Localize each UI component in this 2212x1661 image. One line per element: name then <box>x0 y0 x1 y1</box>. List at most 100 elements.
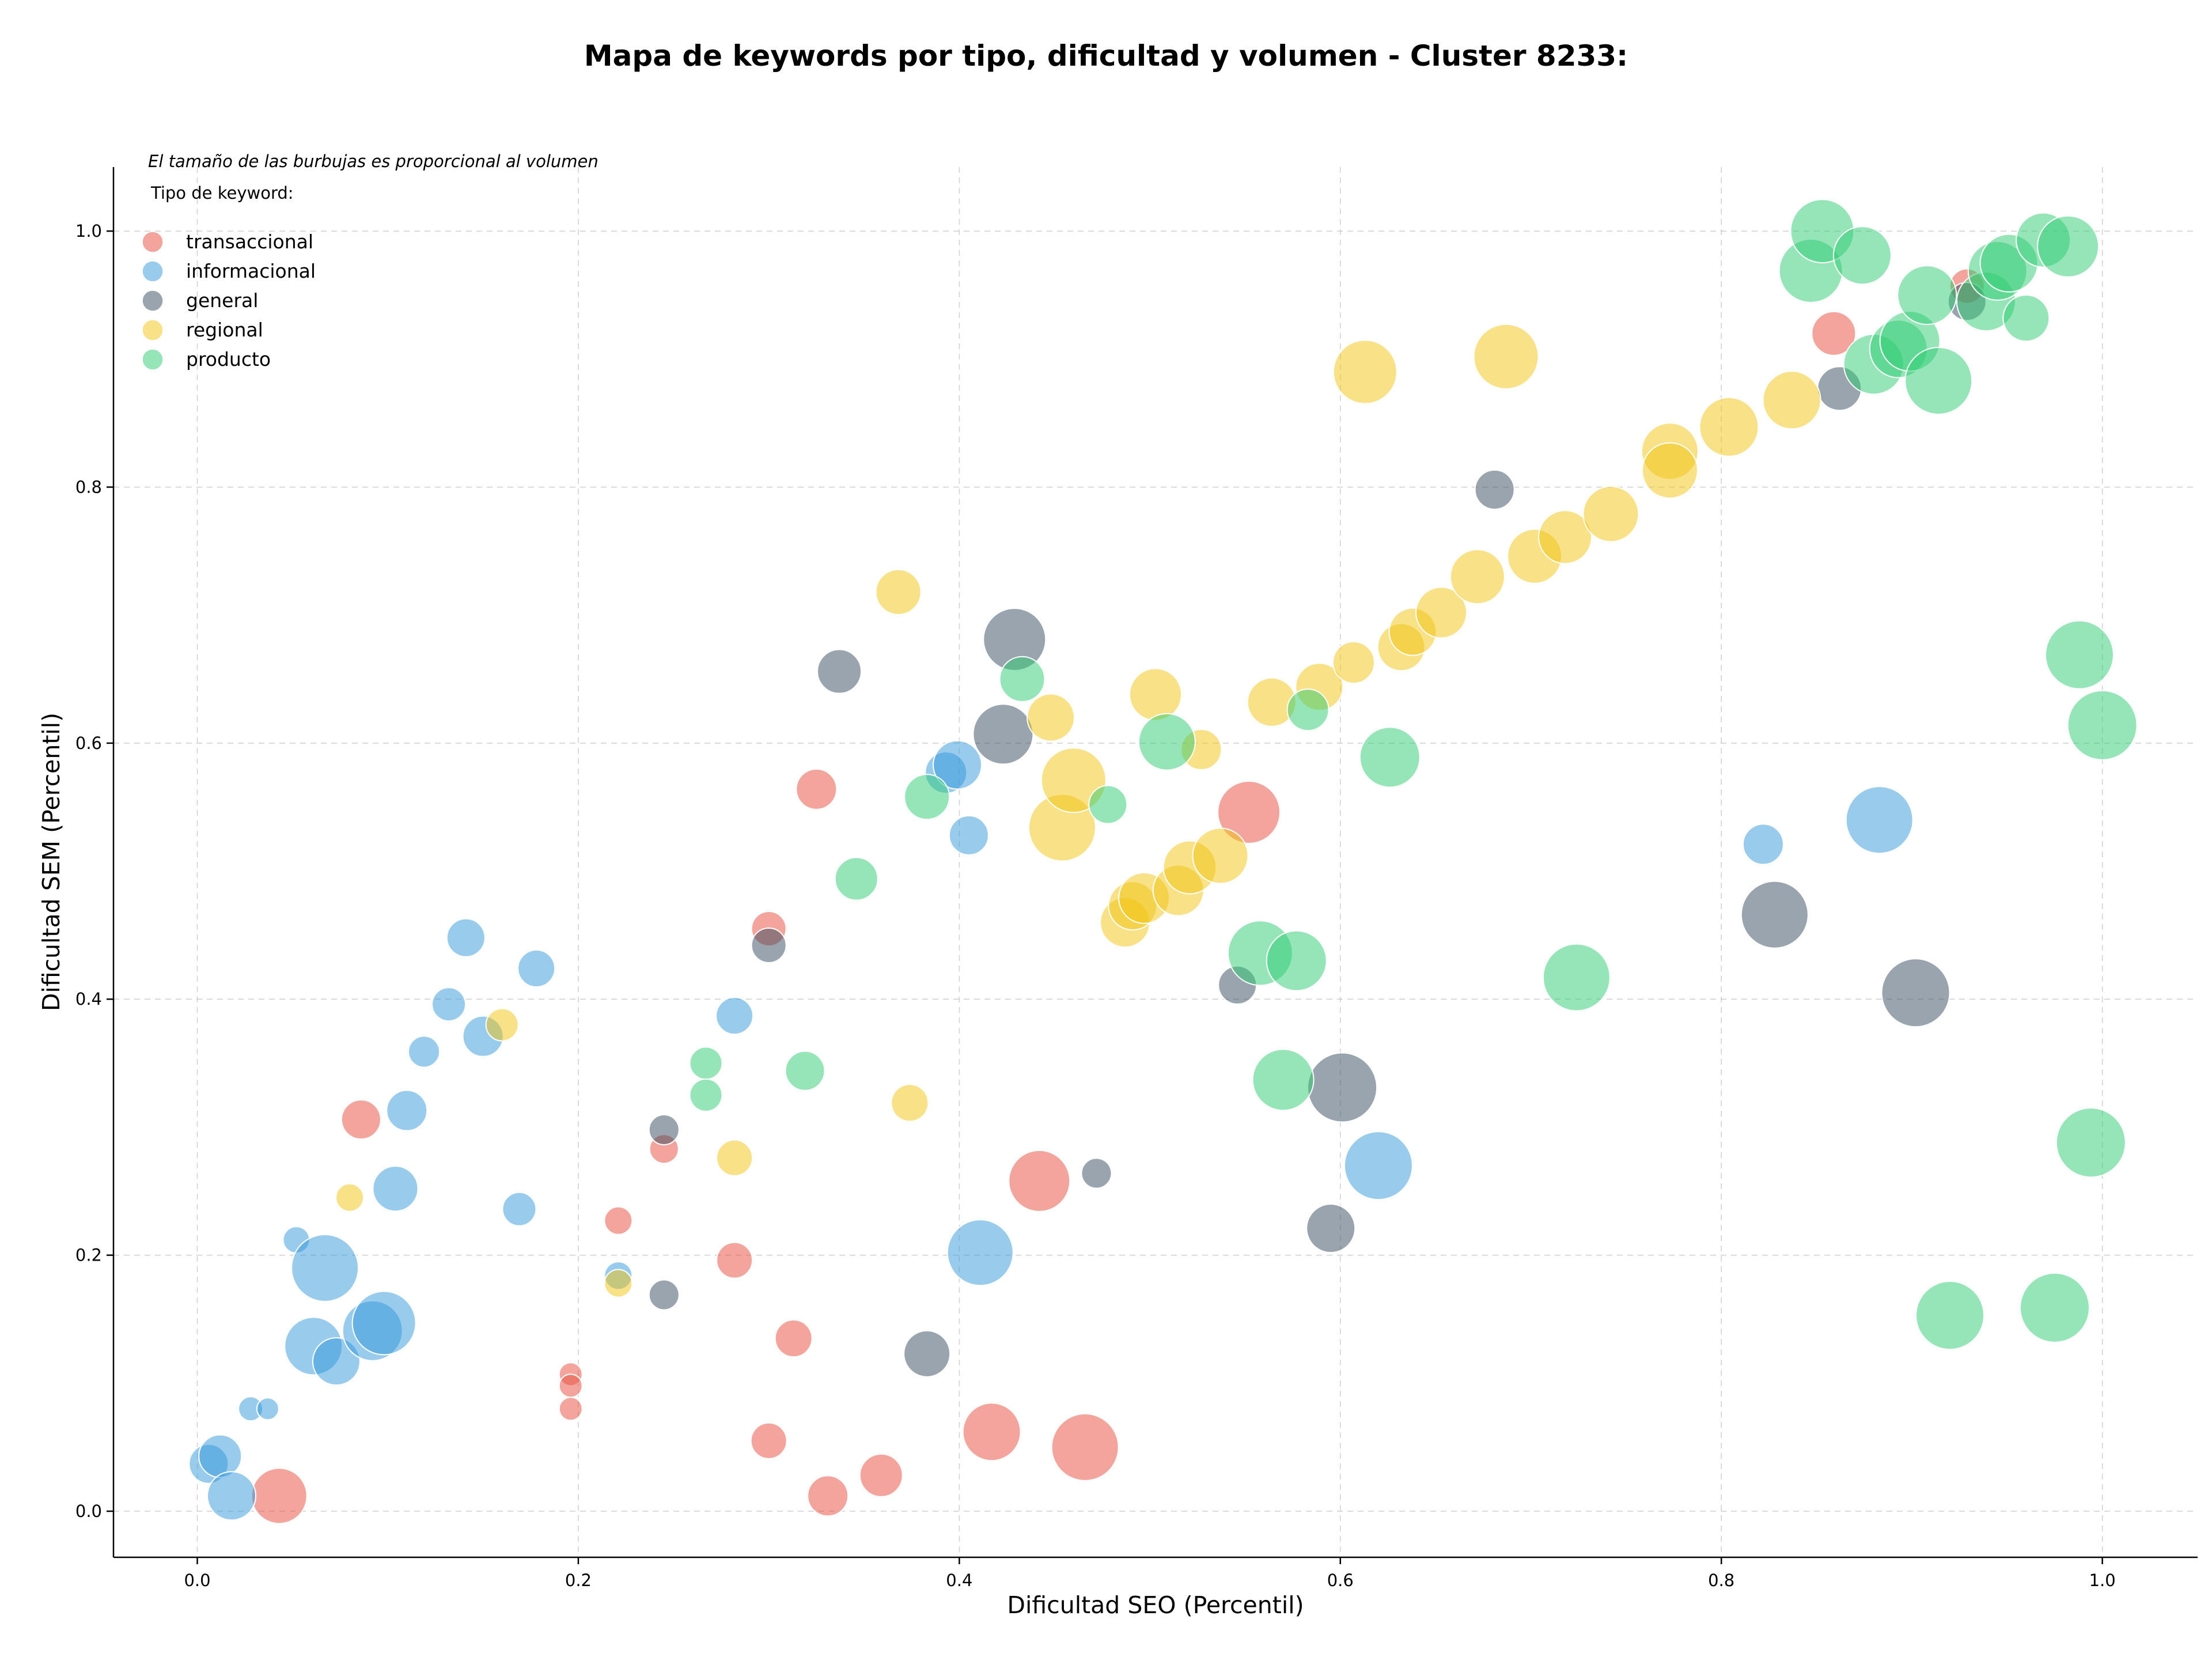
bubble-transaccional <box>1217 780 1281 844</box>
bubble-general <box>1740 880 1809 949</box>
bubble-general <box>1881 958 1950 1028</box>
bubble-size-note: El tamaño de las burbujas es proporciona… <box>148 152 599 171</box>
bubble-transaccional <box>859 1453 903 1497</box>
x-tick-label: 0.4 <box>946 1571 972 1590</box>
bubble-producto <box>1286 688 1330 732</box>
bubble-general <box>817 649 862 694</box>
bubble-producto <box>689 1046 723 1080</box>
bubble-general <box>648 1114 680 1145</box>
bubble-general <box>1474 469 1515 510</box>
bubble-transaccional <box>796 768 838 810</box>
bubble-producto <box>1359 727 1421 788</box>
bubble-informacional <box>1742 823 1784 865</box>
legend-items: transaccional informacional general regiona… <box>142 230 316 370</box>
legend-label: producto <box>186 348 271 370</box>
bubble-informacional <box>312 1337 361 1386</box>
bubble-producto <box>2044 620 2114 690</box>
bubble-general <box>1307 1052 1378 1123</box>
bubble-producto <box>904 774 950 820</box>
bubble-regional <box>1415 587 1468 639</box>
bubble-transaccional <box>807 1475 849 1517</box>
y-tick-label: 0.8 <box>75 477 102 497</box>
bubble-transaccional <box>716 1242 753 1279</box>
bubble-informacional <box>715 997 754 1035</box>
x-tick-label: 0.0 <box>184 1571 210 1590</box>
x-tick-label: 0.2 <box>565 1571 592 1590</box>
bubble-transaccional <box>340 1099 381 1140</box>
bubble-regional <box>1641 442 1698 499</box>
bubble-transaccional <box>251 1467 308 1524</box>
bubble-producto <box>1915 1281 1985 1350</box>
y-tick-label: 0.2 <box>75 1246 102 1265</box>
bubble-transaccional <box>962 1402 1021 1462</box>
bubble-transaccional <box>604 1206 633 1235</box>
bubble-producto <box>999 656 1046 702</box>
legend-item-informacional: informacional <box>142 260 316 282</box>
legend-marker <box>142 260 164 282</box>
bubble-producto <box>2002 294 2050 342</box>
bubble-regional <box>1762 370 1821 430</box>
bubble-informacional <box>351 1291 416 1356</box>
bubble-general <box>751 927 787 963</box>
bubble-informacional <box>386 1089 428 1132</box>
legend-title: Tipo de keyword: <box>150 183 294 203</box>
bubble-informacional <box>946 1219 1014 1287</box>
y-tick-label: 0.4 <box>75 989 102 1009</box>
x-ticks: 0.0 0.2 0.4 0.6 0.8 1.0 <box>184 1557 2116 1590</box>
bubble-producto <box>1252 1049 1315 1111</box>
legend-label: general <box>186 289 258 312</box>
series-general <box>648 282 1987 1378</box>
bubble-regional <box>875 569 922 615</box>
bubble-regional <box>1027 693 1075 742</box>
bubble-producto <box>1138 713 1196 771</box>
bubble-producto <box>834 857 878 901</box>
bubble-regional <box>1699 397 1759 457</box>
bubble-informacional <box>431 987 467 1022</box>
legend-marker <box>142 290 164 312</box>
bubble-producto <box>1542 943 1611 1012</box>
y-ticks: 0.0 0.2 0.4 0.6 0.8 1.0 <box>75 221 113 1521</box>
legend-label: transaccional <box>186 230 313 253</box>
bubble-producto <box>1897 265 1957 326</box>
y-axis-label: Dificultad SEM (Percentil) <box>37 713 65 1011</box>
bubble-informacional <box>1343 1131 1413 1201</box>
bubble-informacional <box>408 1035 441 1068</box>
legend-item-transaccional: transaccional <box>142 230 313 253</box>
bubble-informacional <box>948 815 989 856</box>
bubble-regional <box>1192 827 1249 884</box>
bubble-informacional <box>207 1471 257 1521</box>
bubbles-layer <box>188 199 2138 1524</box>
series-informacional <box>188 740 1914 1521</box>
series-regional <box>335 323 1821 1298</box>
bubble-producto <box>2019 1272 2090 1343</box>
bubble-regional <box>1129 668 1182 721</box>
bubble-informacional <box>291 1234 359 1302</box>
x-tick-label: 0.6 <box>1327 1571 1354 1590</box>
bubble-informacional <box>517 949 556 987</box>
series-producto <box>689 199 2138 1350</box>
bubble-transaccional <box>1008 1149 1071 1212</box>
bubble-regional <box>891 1084 929 1122</box>
bubble-regional <box>485 1008 519 1042</box>
bubble-regional <box>1473 323 1539 389</box>
legend-label: regional <box>186 319 263 341</box>
bubble-informacional <box>446 918 486 958</box>
bubble-producto <box>785 1050 825 1091</box>
bubble-transaccional <box>750 1422 787 1459</box>
bubble-regional <box>1332 339 1397 404</box>
x-tick-label: 0.8 <box>1708 1571 1734 1590</box>
bubble-producto <box>2055 1107 2126 1178</box>
legend-marker <box>142 231 164 253</box>
bubble-producto <box>1088 785 1128 824</box>
bubble-producto <box>2037 215 2100 278</box>
bubble-producto <box>689 1078 723 1112</box>
bubble-regional <box>716 1139 753 1176</box>
bubble-producto <box>1904 347 1973 415</box>
bubble-producto <box>2067 690 2138 760</box>
y-tick-label: 1.0 <box>75 221 102 241</box>
bubble-producto <box>1832 226 1892 285</box>
legend: El tamaño de las burbujas es proporciona… <box>142 152 599 370</box>
bubble-regional <box>1332 641 1375 684</box>
bubble-informacional <box>933 740 983 790</box>
